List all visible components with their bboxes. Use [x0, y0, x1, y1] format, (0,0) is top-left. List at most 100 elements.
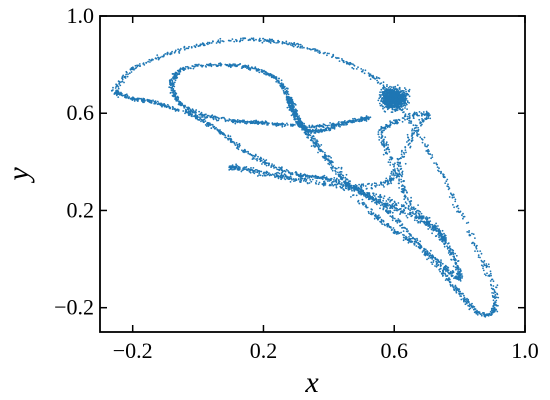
scatter-point [266, 124, 268, 126]
scatter-point [398, 219, 401, 222]
scatter-point [113, 93, 116, 95]
scatter-point [305, 178, 308, 181]
scatter-point [422, 220, 424, 223]
scatter-point [386, 148, 389, 150]
scatter-point [374, 195, 376, 197]
scatter-point [402, 230, 405, 233]
scatter-point [280, 79, 283, 82]
scatter-point [168, 106, 171, 109]
scatter-point [480, 252, 483, 255]
scatter-point [233, 64, 236, 67]
scatter-point [409, 211, 411, 214]
scatter-point [179, 70, 182, 73]
scatter-point [357, 120, 360, 122]
scatter-point [487, 275, 490, 277]
scatter-point [388, 148, 390, 151]
scatter-point [445, 270, 447, 272]
scatter-point [436, 230, 438, 232]
scatter-point [401, 175, 403, 178]
scatter-point [398, 172, 401, 175]
scatter-point [395, 207, 398, 210]
scatter-point [297, 119, 300, 122]
scatter-point [407, 208, 410, 211]
scatter-point [412, 206, 415, 209]
scatter-point [423, 113, 425, 116]
scatter-point [207, 114, 210, 117]
scatter-point [344, 187, 347, 190]
scatter-point [410, 200, 413, 202]
scatter-point [457, 271, 459, 274]
scatter-point [340, 176, 342, 178]
scatter-point [493, 306, 496, 309]
scatter-point [442, 239, 445, 241]
scatter-point [415, 214, 418, 217]
scatter-point [357, 186, 359, 189]
scatter-point [258, 68, 261, 71]
scatter-point [426, 149, 428, 152]
scatter-point [457, 268, 460, 271]
scatter-point [383, 146, 386, 148]
scatter-point [406, 108, 408, 110]
scatter-point [392, 163, 394, 166]
scatter-point [241, 149, 243, 152]
scatter-point [306, 130, 309, 133]
scatter-point [446, 245, 448, 248]
scatter-point [452, 265, 455, 268]
scatter-point [288, 109, 291, 111]
scatter-point [235, 147, 238, 149]
scatter-point [243, 166, 246, 169]
scatter-point [386, 125, 389, 128]
scatter-point [293, 105, 295, 107]
scatter-point [351, 66, 354, 69]
scatter-point [235, 38, 237, 41]
scatter-point [450, 270, 452, 273]
scatter-point [345, 122, 347, 125]
scatter-point [163, 103, 166, 105]
scatter-point [436, 265, 438, 267]
scatter-point [198, 45, 201, 47]
scatter-point [444, 265, 447, 268]
scatter-point [384, 127, 387, 130]
scatter-point [392, 169, 395, 171]
scatter-point [414, 207, 417, 210]
scatter-point [310, 180, 313, 183]
scatter-point [332, 184, 335, 187]
scatter-point [264, 39, 267, 41]
scatter-point [212, 118, 215, 121]
scatter-point [382, 141, 385, 144]
scatter-point [166, 103, 169, 106]
scatter-point [277, 41, 279, 44]
scatter-point [190, 67, 192, 70]
scatter-point [438, 261, 441, 263]
scatter-point [210, 65, 213, 68]
scatter-point [304, 125, 307, 128]
scatter-point [175, 100, 178, 102]
scatter-point [449, 247, 452, 250]
scatter-point [320, 144, 323, 146]
scatter-point [360, 192, 363, 195]
scatter-point [401, 171, 403, 174]
scatter-point [405, 215, 408, 217]
scatter-point [439, 230, 442, 233]
scatter-point [417, 126, 419, 129]
scatter-point [210, 42, 213, 44]
scatter-point [447, 242, 449, 245]
scatter-point [394, 162, 396, 165]
scatter-point [426, 219, 428, 222]
scatter-point [467, 304, 470, 307]
scatter-point [375, 77, 378, 79]
scatter-point [384, 203, 387, 206]
scatter-point [402, 187, 405, 190]
scatter-point [368, 73, 371, 76]
scatter-point [320, 177, 322, 180]
scatter-point [378, 97, 381, 100]
scatter-point [203, 116, 206, 118]
scatter-point [374, 184, 376, 187]
scatter-point [336, 57, 338, 60]
scatter-point [409, 203, 412, 206]
scatter-point [279, 167, 282, 169]
scatter-point [154, 57, 157, 60]
scatter-point [331, 166, 334, 168]
scatter-point [492, 295, 494, 298]
scatter-point [471, 242, 473, 245]
